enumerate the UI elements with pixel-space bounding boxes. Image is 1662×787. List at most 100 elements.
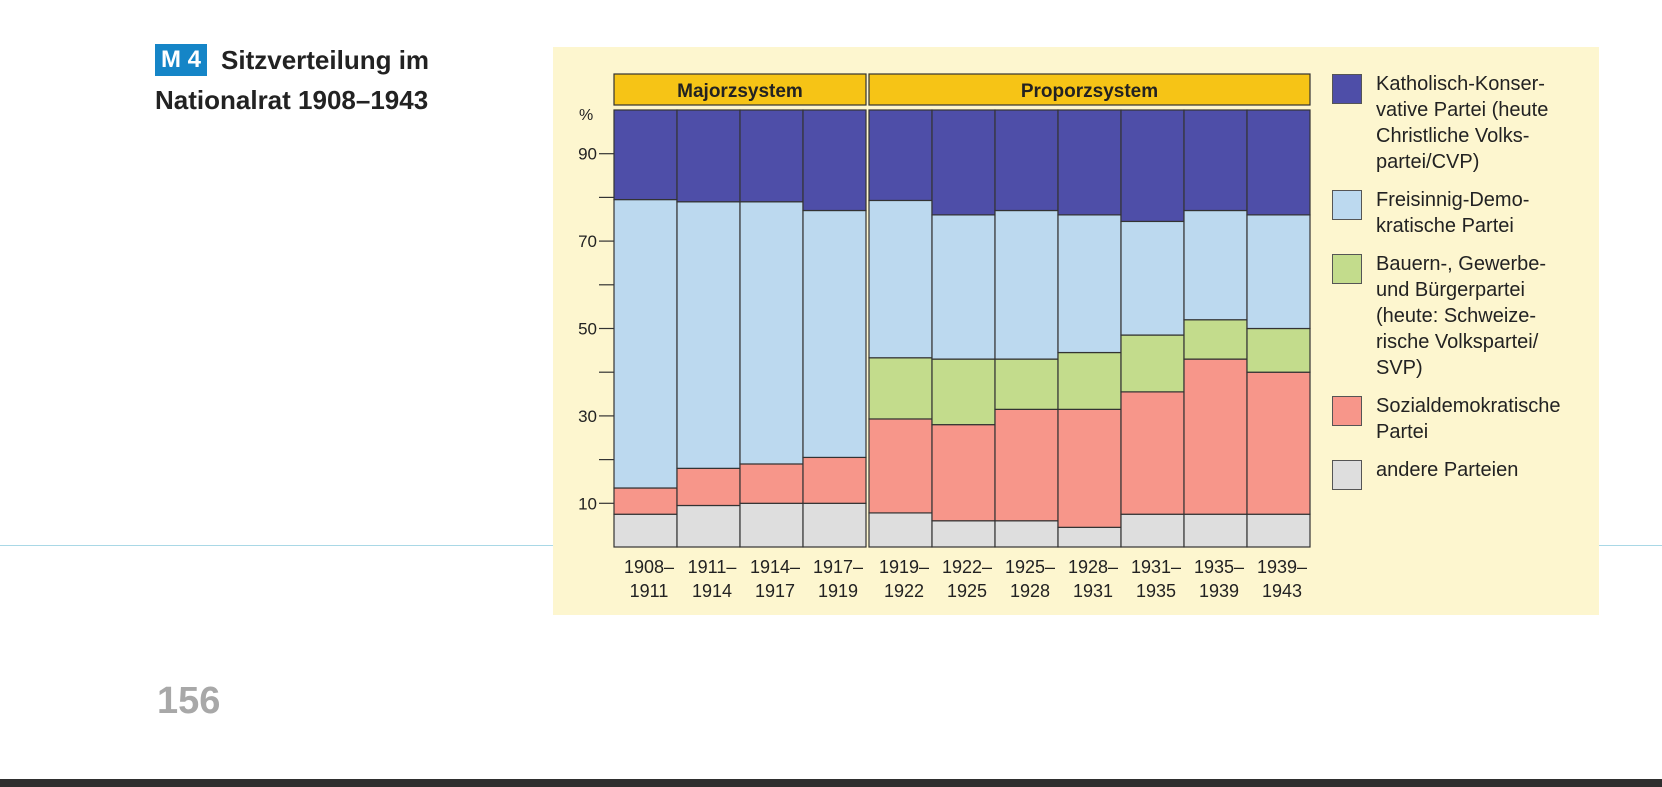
bar-segment-4-9 <box>1183 109 1248 212</box>
y-tick-label-70: 70 <box>578 232 597 251</box>
bar-segment-0-2 <box>739 502 804 548</box>
bar-segment-4-6 <box>994 109 1059 212</box>
bar-segment-0-1 <box>676 504 741 548</box>
legend-item: Freisinnig-Demo-kratische Partei <box>1332 187 1597 239</box>
bar-segment-4-0 <box>613 109 678 201</box>
x-tick-label-1-0: 1911– <box>688 557 737 577</box>
bar-segment-3-1 <box>676 201 741 469</box>
bar-segment-3-0 <box>613 198 678 489</box>
bar-segment-3-6 <box>994 209 1059 360</box>
legend-label: Freisinnig-Demo-kratische Partei <box>1376 189 1530 237</box>
x-tick-label-8-0: 1931– <box>1131 557 1181 577</box>
group-header-0 <box>613 73 867 106</box>
x-tick-label-2-0: 1914– <box>750 557 800 577</box>
legend-label: Katholisch-Konser-vative Partei (heute Ch… <box>1376 73 1549 173</box>
x-tick-label-5-0: 1922– <box>942 557 992 577</box>
bar-segment-2-6 <box>994 358 1059 410</box>
footer-bar <box>0 779 1662 787</box>
bar-segment-4-2 <box>739 109 804 203</box>
page-number: 156 <box>157 680 221 722</box>
group-header-label-0: Majorzsystem <box>677 81 803 102</box>
bar-segment-1-1 <box>676 467 741 507</box>
x-tick-label-10-1: 1943 <box>1262 581 1302 601</box>
bar-segment-0-10 <box>1246 513 1311 548</box>
bar-segment-1-0 <box>613 487 678 515</box>
x-tick-label-0-0: 1908– <box>624 557 674 577</box>
bar-segment-1-9 <box>1183 358 1248 515</box>
legend-item: andere Parteien <box>1332 457 1597 490</box>
figure-heading: M 4 Sitzverteilung im Nationalrat 1908–19… <box>155 40 515 120</box>
legend-swatch <box>1332 460 1362 490</box>
bar-segment-0-7 <box>1057 526 1122 548</box>
bar-segment-0-6 <box>994 520 1059 548</box>
x-tick-label-9-0: 1935– <box>1194 557 1244 577</box>
legend-swatch <box>1332 190 1362 220</box>
bar-segment-3-8 <box>1120 220 1185 336</box>
y-axis-unit-label: % <box>579 107 593 124</box>
bar-segment-2-7 <box>1057 351 1122 410</box>
y-tick-label-10: 10 <box>578 494 597 513</box>
bar-segment-3-10 <box>1246 214 1311 330</box>
legend-swatch <box>1332 74 1362 104</box>
bar-segment-4-3 <box>802 109 867 212</box>
bar-segment-1-8 <box>1120 391 1185 515</box>
bar-segment-4-7 <box>1057 109 1122 216</box>
bar-segment-0-8 <box>1120 513 1185 548</box>
x-tick-label-3-1: 1919 <box>818 581 858 601</box>
x-tick-label-7-1: 1931 <box>1073 581 1113 601</box>
bar-segment-3-2 <box>739 201 804 465</box>
bar-segment-2-5 <box>931 358 996 426</box>
legend-item: Sozialdemokratische Partei <box>1332 393 1597 445</box>
x-tick-label-4-0: 1919– <box>879 557 929 577</box>
bar-segment-1-3 <box>802 456 867 504</box>
x-tick-label-3-0: 1917– <box>813 557 863 577</box>
group-header-1 <box>868 73 1311 106</box>
legend-swatch <box>1332 254 1362 284</box>
chart-panel: % 10 30 50 70 90 Majorzsystem Proporzsystem 1908… <box>553 47 1599 615</box>
bar-segment-0-3 <box>802 502 867 548</box>
bar-segment-3-9 <box>1183 209 1248 321</box>
x-tick-label-7-0: 1928– <box>1068 557 1118 577</box>
stacked-bar-chart: % 10 30 50 70 90 Majorzsystem Proporzsystem 1908… <box>578 73 1311 601</box>
bar-segment-2-4 <box>868 357 933 420</box>
legend-label: Bauern-, Gewerbe-und Bürgerpartei (heute:… <box>1376 253 1547 379</box>
x-tick-label-8-1: 1935 <box>1136 581 1176 601</box>
bar-segment-1-5 <box>931 424 996 522</box>
legend-swatch <box>1332 396 1362 426</box>
legend-item: Katholisch-Konser-vative Partei (heute Ch… <box>1332 71 1597 175</box>
group-header-label-1: Proporzsystem <box>1021 81 1158 102</box>
legend-label: andere Parteien <box>1376 459 1519 481</box>
bar-segment-2-8 <box>1120 334 1185 393</box>
bar-segment-0-4 <box>868 512 933 548</box>
chart-legend: Katholisch-Konser-vative Partei (heute Ch… <box>1332 71 1597 502</box>
y-tick-label-30: 30 <box>578 407 597 426</box>
bar-segment-4-10 <box>1246 109 1311 216</box>
y-tick-label-90: 90 <box>578 145 597 164</box>
bar-segment-4-8 <box>1120 109 1185 223</box>
bar-segment-4-1 <box>676 109 741 203</box>
bar-segment-0-9 <box>1183 513 1248 548</box>
x-tick-label-2-1: 1917 <box>755 581 795 601</box>
y-tick-label-50: 50 <box>578 320 597 339</box>
bar-segment-1-4 <box>868 418 933 514</box>
x-tick-label-1-1: 1914 <box>692 581 732 601</box>
bar-segment-3-3 <box>802 209 867 459</box>
bar-segment-1-7 <box>1057 408 1122 528</box>
bar-segment-2-9 <box>1183 319 1248 360</box>
bar-segment-0-0 <box>613 513 678 548</box>
x-tick-label-10-0: 1939– <box>1257 557 1307 577</box>
x-tick-label-5-1: 1925 <box>947 581 987 601</box>
bar-segment-4-4 <box>868 109 933 202</box>
x-tick-label-6-1: 1928 <box>1010 581 1050 601</box>
x-tick-label-9-1: 1939 <box>1199 581 1239 601</box>
legend-label: Sozialdemokratische Partei <box>1376 395 1561 443</box>
bar-segment-0-5 <box>931 520 996 548</box>
bar-segment-3-5 <box>931 214 996 360</box>
x-tick-label-4-1: 1922 <box>884 581 924 601</box>
bar-segment-2-10 <box>1246 327 1311 373</box>
bar-segment-3-7 <box>1057 214 1122 354</box>
figure-title-line2: Nationalrat 1908–1943 <box>155 85 429 115</box>
legend-item: Bauern-, Gewerbe-und Bürgerpartei (heute:… <box>1332 251 1597 381</box>
x-tick-label-6-0: 1925– <box>1005 557 1055 577</box>
bar-segment-1-10 <box>1246 371 1311 515</box>
